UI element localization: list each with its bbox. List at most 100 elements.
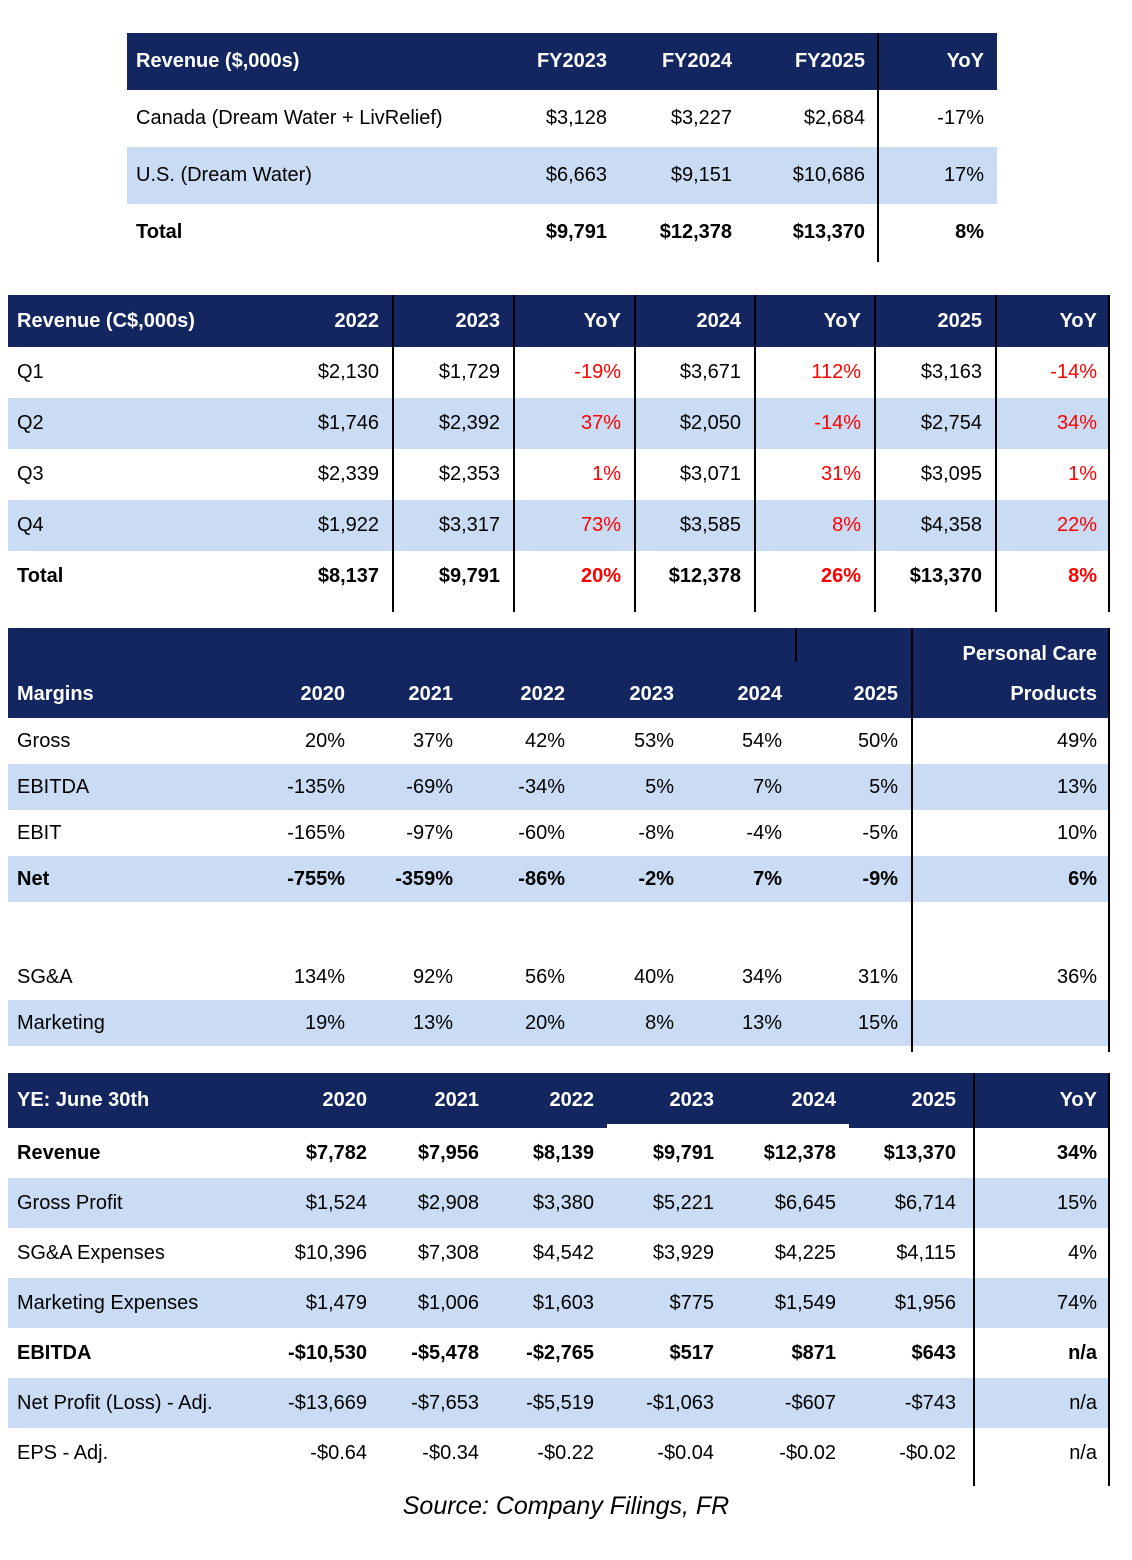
value-cell: $3,671 (679, 361, 741, 383)
header-cell: 2022 (466, 628, 578, 718)
value-cell: $3,929 (652, 1241, 714, 1264)
value-cell: $2,754 (874, 398, 995, 449)
table-row: Gross 20% 37% 42% 53% 54% 50% 49% (8, 718, 1110, 764)
value-cell: $7,308 (417, 1241, 479, 1264)
value-cell: $9,791 (652, 1141, 714, 1164)
value-cell: 34% (1056, 1141, 1097, 1164)
value-cell: -$0.22 (537, 1441, 594, 1464)
value-cell: 42% (524, 729, 565, 752)
header-divider-line (795, 628, 797, 662)
value-cell: -34% (466, 764, 578, 810)
header-cell: 2021 (380, 1073, 492, 1128)
value-cell: $1,549 (727, 1278, 849, 1328)
table-right-border-line (1108, 628, 1110, 1052)
value-cell: $9,151 (620, 147, 745, 204)
header-cell: Personal Care Products (911, 628, 1110, 718)
net-margin-row: Net -755% -359% -86% -2% 7% -9% 6% (8, 856, 1110, 902)
column-divider-line (754, 295, 756, 612)
value-cell: 112% (811, 361, 861, 383)
header-cell: 2025 (874, 295, 995, 347)
value-cell: 74% (969, 1278, 1110, 1328)
column-divider-line (911, 628, 913, 1052)
value-cell: -$13,669 (260, 1378, 380, 1428)
row-label: Marketing (8, 1000, 250, 1046)
value-cell: -2% (578, 856, 687, 902)
value-cell: -$0.64 (310, 1441, 367, 1464)
row-label: Net Profit (Loss) - Adj. (8, 1378, 260, 1428)
header-cell: Revenue ($,000s) (127, 33, 480, 90)
value-cell: $871 (791, 1341, 837, 1364)
row-label: EBITDA (8, 764, 250, 810)
value-cell: -97% (406, 821, 453, 844)
value-cell: -9% (795, 856, 911, 902)
value-cell: -$0.02 (779, 1441, 836, 1464)
revenue-quarterly-header-row: Revenue (C$,000s) 2022 2023 YoY 2024 YoY… (8, 295, 1110, 347)
table-row: Net Profit (Loss) - Adj. -$13,669 -$7,65… (8, 1378, 1110, 1428)
header-cell: Margins (8, 628, 250, 718)
margins-header-row: Margins 2020 2021 2022 2023 2024 2025 Pe… (8, 628, 1110, 718)
header-cell: 2024 (727, 1073, 849, 1128)
value-cell: 50% (857, 729, 898, 752)
header-cell: FY2024 (620, 33, 745, 90)
row-label: U.S. (Dream Water) (127, 147, 480, 204)
table-row: Q4 $1,922 $3,317 73% $3,585 8% $4,358 22… (8, 500, 1110, 551)
value-cell: -19% (574, 361, 621, 383)
row-label: Canada (Dream Water + LivRelief) (136, 107, 443, 129)
value-cell: 134% (293, 965, 345, 988)
header-cell: YoY (513, 295, 634, 347)
value-cell: -$607 (727, 1378, 849, 1428)
value-cell: -14% (754, 398, 874, 449)
header-cell: 2020 (260, 1073, 380, 1128)
value-cell: 19% (250, 1000, 358, 1046)
value-cell: -5% (862, 821, 898, 844)
header-cell: 2022 (492, 1073, 607, 1128)
value-cell: 92% (412, 965, 453, 988)
header-cell: YoY (995, 295, 1110, 347)
value-cell: 7% (687, 764, 795, 810)
value-cell: $3,095 (920, 463, 982, 485)
header-cell: 2025 (795, 628, 911, 718)
value-cell: $3,227 (670, 107, 732, 129)
value-cell (578, 902, 687, 954)
value-cell: $2,908 (380, 1178, 492, 1228)
value-cell: $12,378 (668, 565, 741, 587)
value-cell: 20% (304, 729, 345, 752)
value-cell: 8% (578, 1000, 687, 1046)
value-cell: n/a (1069, 1441, 1097, 1464)
row-label (8, 902, 250, 954)
value-cell: $775 (607, 1278, 727, 1328)
value-cell: -17% (937, 107, 984, 129)
header-cell: YoY (878, 33, 997, 90)
value-cell: $13,370 (883, 1141, 956, 1164)
value-cell: 54% (741, 729, 782, 752)
value-cell: $643 (911, 1341, 957, 1364)
value-cell: $12,378 (763, 1141, 836, 1164)
value-cell: -86% (466, 856, 578, 902)
value-cell: n/a (1068, 1341, 1097, 1364)
table-row: Canada (Dream Water + LivRelief) $3,128 … (127, 90, 997, 147)
value-cell: -$0.04 (657, 1441, 714, 1464)
value-cell: 15% (969, 1178, 1110, 1228)
annual-financials-table: YE: June 30th 2020 2021 2022 2023 2024 2… (8, 1073, 1110, 1486)
value-cell: 31% (857, 965, 898, 988)
value-cell: $3,071 (679, 463, 741, 485)
column-divider-line (877, 33, 879, 262)
value-cell: 6% (911, 856, 1110, 902)
value-cell: -135% (250, 764, 358, 810)
row-label: EPS - Adj. (17, 1441, 109, 1464)
row-label: Gross (17, 729, 71, 752)
value-cell: 31% (820, 463, 861, 485)
value-cell: 26% (820, 565, 861, 587)
value-cell: 15% (795, 1000, 911, 1046)
spacer-row (8, 902, 1110, 954)
row-label: EBIT (17, 821, 62, 844)
value-cell: $4,115 (896, 1241, 956, 1264)
value-cell: 36% (1056, 965, 1097, 988)
header-underline (607, 1124, 849, 1128)
header-cell: FY2025 (745, 33, 878, 90)
header-cell: YE: June 30th (8, 1073, 260, 1128)
header-cell: 2024 (687, 628, 795, 718)
table-right-border-line (1108, 1073, 1110, 1486)
row-label: Marketing Expenses (8, 1278, 260, 1328)
